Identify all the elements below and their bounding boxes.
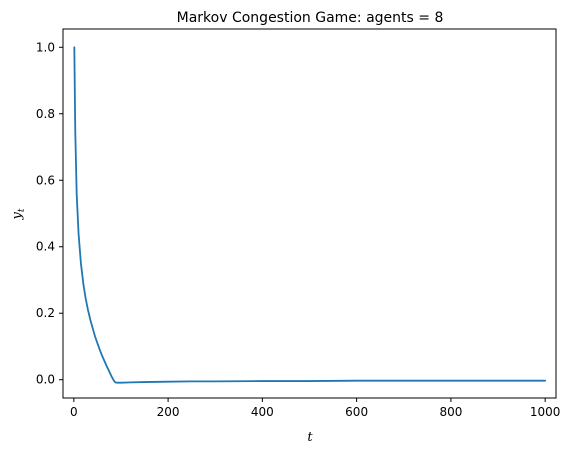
y-tick-label: 0.0 bbox=[36, 373, 55, 387]
y-tick-label: 0.4 bbox=[36, 240, 55, 254]
y-tick-label: 0.2 bbox=[36, 306, 55, 320]
x-tick-label: 400 bbox=[251, 405, 274, 419]
x-tick-label: 1000 bbox=[530, 405, 561, 419]
axes-frame bbox=[62, 28, 557, 399]
plot-area: 0 200 400 600 800 1000 0.0 0.2 0.4 0.6 0.8 1.0 bbox=[36, 40, 561, 419]
y-axis-label-main: y bbox=[10, 211, 25, 220]
x-tick-label: 0 bbox=[70, 405, 78, 419]
y-tick-label: 1.0 bbox=[36, 40, 55, 54]
y-tick-label: 0.8 bbox=[36, 107, 55, 121]
y-axis-label: yt bbox=[10, 208, 27, 220]
series-line-0 bbox=[73, 46, 547, 384]
x-axis-label: t bbox=[307, 430, 313, 445]
chart-title: Markov Congestion Game: agents = 8 bbox=[177, 10, 444, 26]
x-tick-label: 200 bbox=[157, 405, 180, 419]
x-tick-label: 800 bbox=[439, 405, 462, 419]
y-tick-label: 0.6 bbox=[36, 173, 55, 187]
x-tick-label: 600 bbox=[345, 405, 368, 419]
y-axis-label-subscript: t bbox=[17, 208, 27, 212]
